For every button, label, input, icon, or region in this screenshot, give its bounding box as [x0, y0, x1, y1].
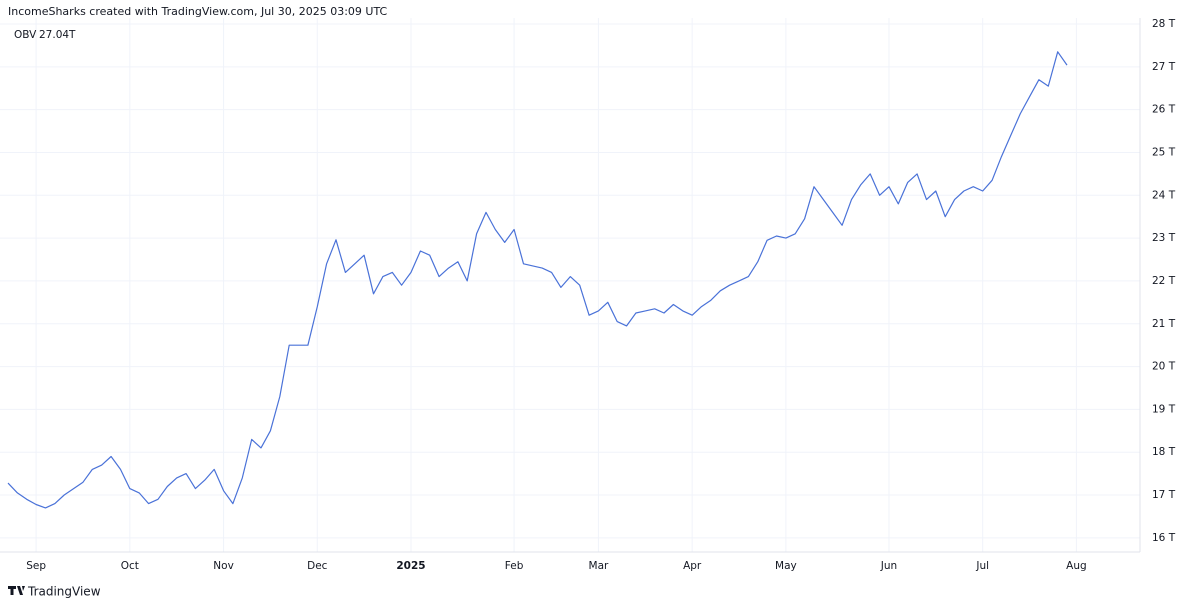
x-tick-label: 2025 — [396, 560, 425, 572]
y-tick-label: 20 T — [1152, 361, 1176, 373]
logo-icon — [8, 586, 25, 595]
grid — [0, 18, 1140, 552]
x-tick-label: Jun — [880, 560, 897, 572]
x-tick-label: Dec — [307, 560, 328, 572]
y-tick-label: 22 T — [1152, 275, 1176, 287]
legend-value: 27.04T — [39, 29, 76, 41]
y-tick-label: 16 T — [1152, 532, 1176, 544]
x-tick-label: May — [775, 560, 797, 572]
y-tick-label: 19 T — [1152, 403, 1176, 415]
y-tick-label: 23 T — [1152, 232, 1176, 244]
x-tick-label: Oct — [121, 560, 139, 572]
y-tick-label: 17 T — [1152, 489, 1176, 501]
header: IncomeSharks created with TradingView.co… — [8, 5, 388, 18]
x-tick-label: Jul — [975, 560, 989, 572]
legend-name: OBV — [14, 29, 37, 41]
y-tick-label: 26 T — [1152, 104, 1176, 116]
x-tick-label: Aug — [1066, 560, 1087, 572]
y-tick-label: 25 T — [1152, 146, 1176, 158]
y-tick-label: 27 T — [1152, 61, 1176, 73]
y-tick-label: 18 T — [1152, 446, 1176, 458]
x-tick-label: Apr — [683, 560, 702, 572]
logo: TradingView — [8, 585, 101, 599]
x-tick-label: Sep — [26, 560, 46, 572]
x-tick-label: Mar — [589, 560, 609, 572]
x-tick-label: Nov — [213, 560, 234, 572]
x-tick-label: Feb — [505, 560, 524, 572]
obv-line — [7, 51, 1068, 509]
y-tick-label: 24 T — [1152, 189, 1176, 201]
y-tick-label: 28 T — [1152, 18, 1176, 30]
logo-text: TradingView — [27, 585, 101, 599]
y-tick-label: 21 T — [1152, 318, 1176, 330]
